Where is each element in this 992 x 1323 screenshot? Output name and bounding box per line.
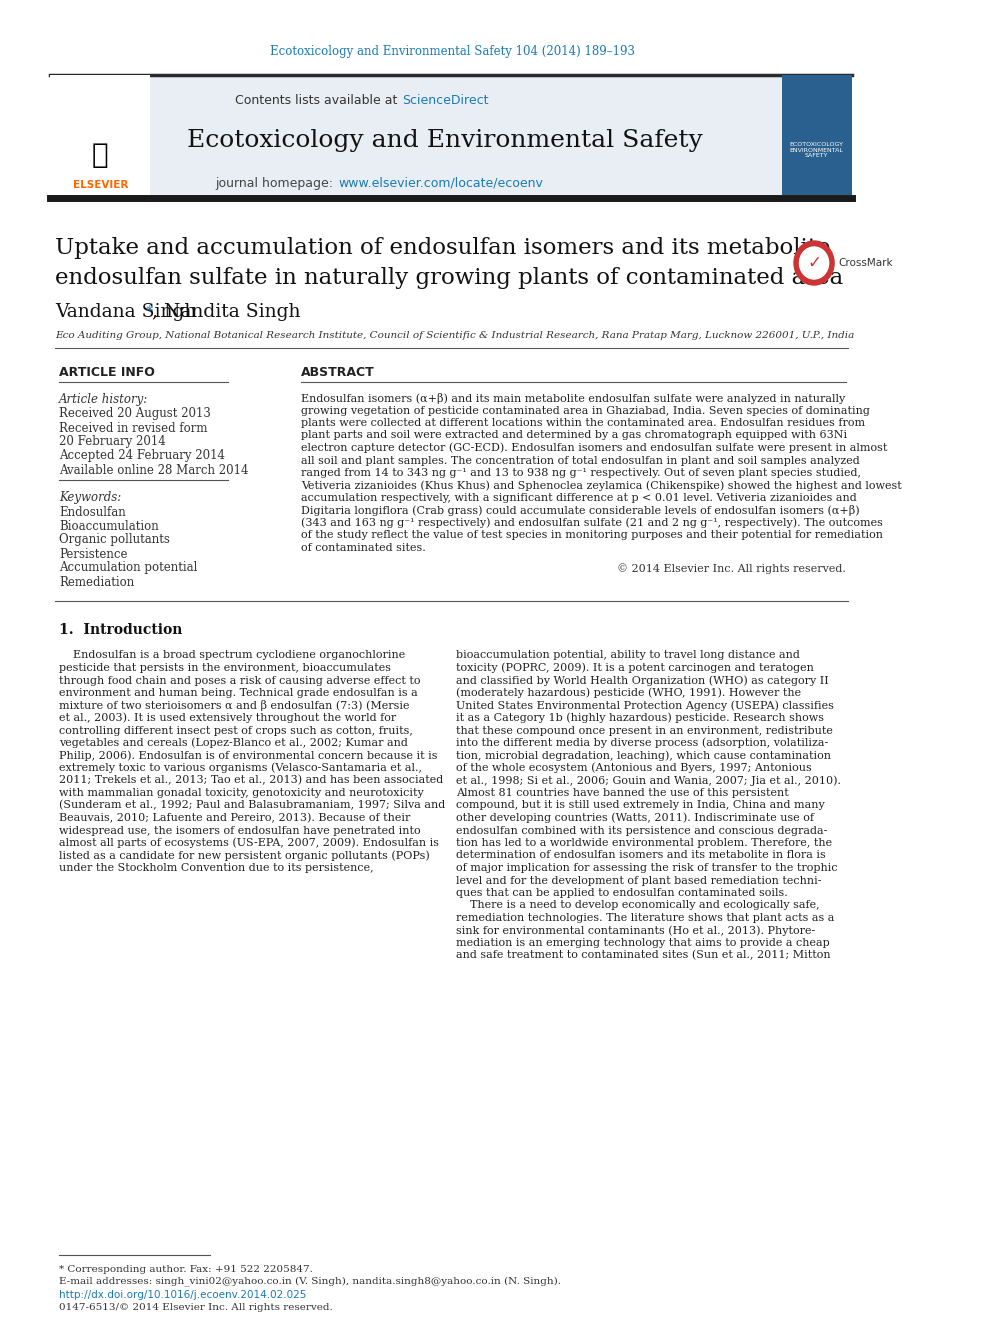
Text: Ecotoxicology and Environmental Safety 104 (2014) 189–193: Ecotoxicology and Environmental Safety 1… [270,45,635,58]
Text: ECOTOXICOLOGY
ENVIRONMENTAL
SAFETY: ECOTOXICOLOGY ENVIRONMENTAL SAFETY [790,142,844,159]
Text: http://dx.doi.org/10.1016/j.ecoenv.2014.02.025: http://dx.doi.org/10.1016/j.ecoenv.2014.… [60,1290,307,1301]
Text: toxicity (POPRC, 2009). It is a potent carcinogen and teratogen: toxicity (POPRC, 2009). It is a potent c… [455,663,813,673]
Text: Endosulfan: Endosulfan [60,505,126,519]
Text: endosulfan combined with its persistence and conscious degrada-: endosulfan combined with its persistence… [455,826,827,836]
Text: mediation is an emerging technology that aims to provide a cheap: mediation is an emerging technology that… [455,938,829,949]
Text: with mammalian gonadal toxicity, genotoxicity and neurotoxicity: with mammalian gonadal toxicity, genotox… [60,789,424,798]
Text: environment and human being. Technical grade endosulfan is a: environment and human being. Technical g… [60,688,418,699]
Text: Vandana Singh: Vandana Singh [55,303,196,321]
Bar [51,75,852,194]
Text: remediation technologies. The literature shows that plant acts as a: remediation technologies. The literature… [455,913,834,923]
Text: et al., 2003). It is used extensively throughout the world for: et al., 2003). It is used extensively th… [60,713,397,724]
Text: 2011; Trekels et al., 2013; Tao et al., 2013) and has been associated: 2011; Trekels et al., 2013; Tao et al., … [60,775,443,786]
Text: almost all parts of ecosystems (US-EPA, 2007, 2009). Endosulfan is: almost all parts of ecosystems (US-EPA, … [60,837,439,848]
Text: Digitaria longiflora (Crab grass) could accumulate considerable levels of endosu: Digitaria longiflora (Crab grass) could … [301,505,859,516]
Text: plant parts and soil were extracted and determined by a gas chromatograph equipp: plant parts and soil were extracted and … [301,430,847,441]
Text: tion, microbial degradation, leaching), which cause contamination: tion, microbial degradation, leaching), … [455,750,830,761]
Text: , Nandita Singh: , Nandita Singh [152,303,301,321]
Text: sink for environmental contaminants (Ho et al., 2013). Phytore-: sink for environmental contaminants (Ho … [455,925,815,935]
Text: There is a need to develop economically and ecologically safe,: There is a need to develop economically … [455,901,819,910]
Text: * Corresponding author. Fax: +91 522 2205847.: * Corresponding author. Fax: +91 522 220… [60,1265,313,1274]
Text: listed as a candidate for new persistent organic pollutants (POPs): listed as a candidate for new persistent… [60,851,430,861]
Text: all soil and plant samples. The concentration of total endosulfan in plant and s: all soil and plant samples. The concentr… [301,455,860,466]
Text: (moderately hazardous) pesticide (WHO, 1991). However the: (moderately hazardous) pesticide (WHO, 1… [455,688,801,699]
Text: Endosulfan is a broad spectrum cyclodiene organochlorine: Endosulfan is a broad spectrum cyclodien… [60,651,406,660]
Text: Ecotoxicology and Environmental Safety: Ecotoxicology and Environmental Safety [186,128,702,152]
Text: Beauvais, 2010; Lafuente and Pereiro, 2013). Because of their: Beauvais, 2010; Lafuente and Pereiro, 20… [60,812,411,823]
Text: Available online 28 March 2014: Available online 28 March 2014 [60,463,249,476]
Text: level and for the development of plant based remediation techni-: level and for the development of plant b… [455,876,821,885]
Text: of the whole ecosystem (Antonious and Byers, 1997; Antonious: of the whole ecosystem (Antonious and By… [455,763,811,773]
Text: journal homepage:: journal homepage: [215,176,337,189]
Text: CrossMark: CrossMark [838,258,893,269]
Text: electron capture detector (GC-ECD). Endosulfan isomers and endosulfan sulfate we: electron capture detector (GC-ECD). Endo… [301,443,887,454]
Text: et al., 1998; Si et al., 2006; Gouin and Wania, 2007; Jia et al., 2010).: et al., 1998; Si et al., 2006; Gouin and… [455,775,841,786]
Text: of contaminated sites.: of contaminated sites. [301,542,426,553]
Text: (343 and 163 ng g⁻¹ respectively) and endosulfan sulfate (21 and 2 ng g⁻¹, respe: (343 and 163 ng g⁻¹ respectively) and en… [301,517,883,528]
Text: Vetiveria zizanioides (Khus Khus) and Sphenoclea zeylamica (Chikenspike) showed : Vetiveria zizanioides (Khus Khus) and Sp… [301,480,902,491]
Text: Article history:: Article history: [60,393,149,406]
Text: vegetables and cereals (Lopez-Blanco et al., 2002; Kumar and: vegetables and cereals (Lopez-Blanco et … [60,738,408,749]
Text: 🌿: 🌿 [92,142,108,169]
Text: Organic pollutants: Organic pollutants [60,533,171,546]
Text: into the different media by diverse process (adsorption, volatiliza-: into the different media by diverse proc… [455,738,828,749]
Circle shape [800,247,828,279]
Text: Uptake and accumulation of endosulfan isomers and its metabolite: Uptake and accumulation of endosulfan is… [55,237,830,259]
Text: under the Stockholm Convention due to its persistence,: under the Stockholm Convention due to it… [60,863,374,873]
Circle shape [794,241,834,284]
Text: tion has led to a worldwide environmental problem. Therefore, the: tion has led to a worldwide environmenta… [455,837,832,848]
Text: it as a Category 1b (highly hazardous) pesticide. Research shows: it as a Category 1b (highly hazardous) p… [455,713,823,724]
Text: ✓: ✓ [807,254,821,273]
Text: and classified by World Health Organization (WHO) as category II: and classified by World Health Organizat… [455,675,828,685]
Text: © 2014 Elsevier Inc. All rights reserved.: © 2014 Elsevier Inc. All rights reserved… [617,564,846,574]
Text: Remediation: Remediation [60,576,135,589]
Text: mixture of two sterioisomers α and β endosulfan (7:3) (Mersie: mixture of two sterioisomers α and β end… [60,700,410,710]
Text: www.elsevier.com/locate/ecoenv: www.elsevier.com/locate/ecoenv [338,176,543,189]
Text: accumulation respectively, with a significant difference at p < 0.01 level. Veti: accumulation respectively, with a signif… [301,493,856,503]
Text: and safe treatment to contaminated sites (Sun et al., 2011; Mitton: and safe treatment to contaminated sites… [455,950,830,960]
Text: ranged from 14 to 343 ng g⁻¹ and 13 to 938 ng g⁻¹ respectively. Out of seven pla: ranged from 14 to 343 ng g⁻¹ and 13 to 9… [301,468,861,478]
Text: pesticide that persists in the environment, bioaccumulates: pesticide that persists in the environme… [60,663,391,673]
Text: Persistence: Persistence [60,548,128,561]
Text: United States Environmental Protection Agency (USEPA) classifies: United States Environmental Protection A… [455,700,833,710]
Text: ABSTRACT: ABSTRACT [301,365,375,378]
Text: ARTICLE INFO: ARTICLE INFO [60,365,155,378]
Text: of the study reflect the value of test species in monitoring purposes and their : of the study reflect the value of test s… [301,531,883,541]
Text: bioaccumulation potential, ability to travel long distance and: bioaccumulation potential, ability to tr… [455,651,800,660]
Text: Contents lists available at: Contents lists available at [235,94,401,106]
Text: Bioaccumulation: Bioaccumulation [60,520,159,532]
Text: controlling different insect pest of crops such as cotton, fruits,: controlling different insect pest of cro… [60,725,413,736]
Text: that these compound once present in an environment, redistribute: that these compound once present in an e… [455,725,832,736]
Text: plants were collected at different locations within the contaminated area. Endos: plants were collected at different locat… [301,418,865,429]
Text: determination of endosulfan isomers and its metabolite in flora is: determination of endosulfan isomers and … [455,851,825,860]
Text: ques that can be applied to endosulfan contaminated soils.: ques that can be applied to endosulfan c… [455,888,788,898]
Text: Keywords:: Keywords: [60,491,121,504]
Text: (Sunderam et al., 1992; Paul and Balasubramaniam, 1997; Silva and: (Sunderam et al., 1992; Paul and Balasub… [60,800,445,811]
Text: 20 February 2014: 20 February 2014 [60,435,166,448]
Text: Received 20 August 2013: Received 20 August 2013 [60,407,211,421]
Text: Endosulfan isomers (α+β) and its main metabolite endosulfan sulfate were analyze: Endosulfan isomers (α+β) and its main me… [301,393,845,404]
Text: widespread use, the isomers of endosulfan have penetrated into: widespread use, the isomers of endosulfa… [60,826,421,836]
Text: ELSEVIER: ELSEVIER [72,180,128,191]
Text: compound, but it is still used extremely in India, China and many: compound, but it is still used extremely… [455,800,824,811]
Text: growing vegetation of pesticide contaminated area in Ghaziabad, India. Seven spe: growing vegetation of pesticide contamin… [301,406,870,415]
Text: endosulfan sulfate in naturally growing plants of contaminated area: endosulfan sulfate in naturally growing … [55,267,843,288]
Text: through food chain and poses a risk of causing adverse effect to: through food chain and poses a risk of c… [60,676,421,685]
Text: *: * [146,304,154,319]
Text: of major implication for assessing the risk of transfer to the trophic: of major implication for assessing the r… [455,863,837,873]
Text: Accumulation potential: Accumulation potential [60,561,197,574]
Text: 1.  Introduction: 1. Introduction [60,623,183,638]
Text: ScienceDirect: ScienceDirect [402,94,488,106]
Bar [782,75,852,194]
Text: 0147-6513/© 2014 Elsevier Inc. All rights reserved.: 0147-6513/© 2014 Elsevier Inc. All right… [60,1303,333,1312]
Text: Accepted 24 February 2014: Accepted 24 February 2014 [60,450,225,463]
Text: extremely toxic to various organisms (Velasco-Santamaria et al.,: extremely toxic to various organisms (Ve… [60,763,423,773]
Text: Almost 81 countries have banned the use of this persistent: Almost 81 countries have banned the use … [455,789,789,798]
Text: Eco Auditing Group, National Botanical Research Institute, Council of Scientific: Eco Auditing Group, National Botanical R… [55,331,854,340]
Text: Received in revised form: Received in revised form [60,422,207,434]
Bar [51,75,151,194]
Text: other developing countries (Watts, 2011). Indiscriminate use of: other developing countries (Watts, 2011)… [455,812,813,823]
Text: E-mail addresses: singh_vini02@yahoo.co.in (V. Singh), nandita.singh8@yahoo.co.i: E-mail addresses: singh_vini02@yahoo.co.… [60,1277,561,1286]
Text: Philip, 2006). Endosulfan is of environmental concern because it is: Philip, 2006). Endosulfan is of environm… [60,750,437,761]
